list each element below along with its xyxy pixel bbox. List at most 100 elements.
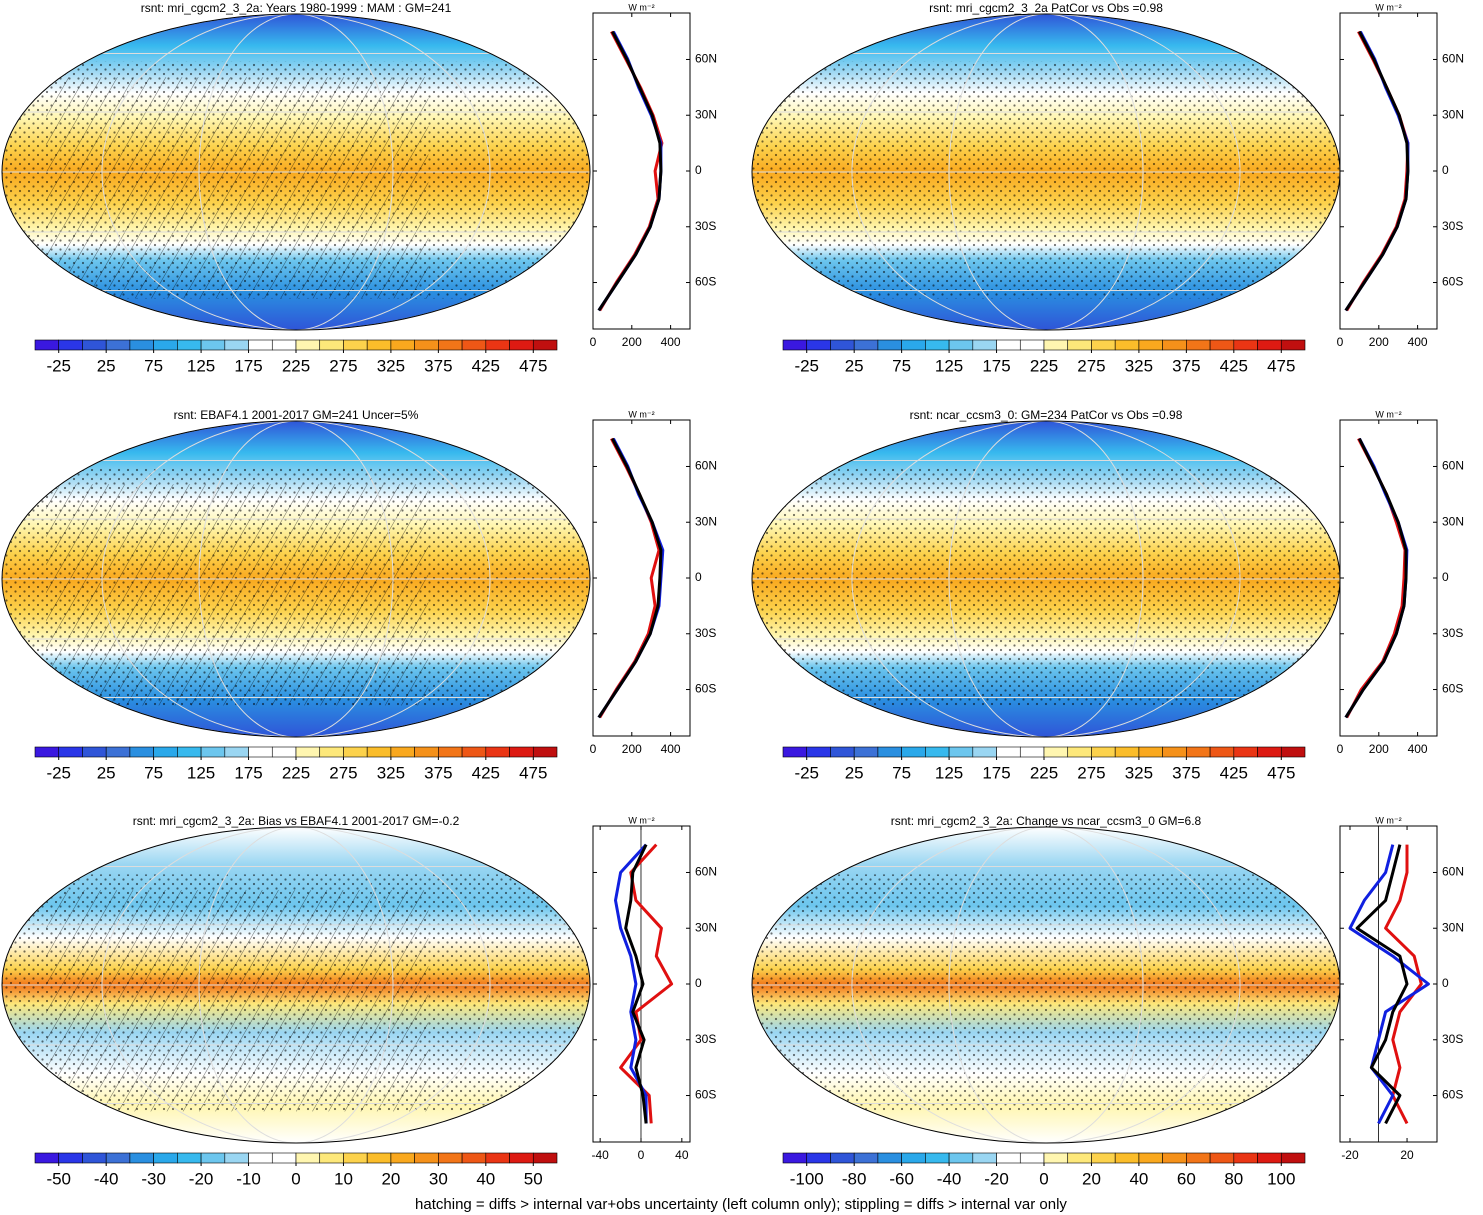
colorbar-box: [1138, 746, 1163, 758]
colorbar-box: [295, 746, 321, 758]
colorbar-label: 20: [381, 1169, 400, 1188]
colorbar-box: [271, 1152, 297, 1164]
colorbar-box: [438, 1152, 463, 1164]
colorbar-label: 50: [524, 1169, 543, 1188]
colorbar-box: [485, 746, 510, 758]
y-tick-label: 0: [695, 570, 702, 584]
colorbar-label: 40: [476, 1169, 495, 1188]
colorbar-label: 275: [1077, 356, 1105, 375]
profile-units: W m⁻²: [628, 409, 654, 419]
y-tick-label: 60S: [1442, 275, 1463, 289]
colorbar-box: [366, 339, 392, 351]
colorbar-box: [366, 1152, 392, 1164]
y-tick-label: 30N: [695, 920, 717, 934]
colorbar-box: [1114, 339, 1140, 351]
y-tick-label: 0: [1442, 976, 1449, 990]
map-overlay: [2, 14, 590, 330]
y-tick-label: 30N: [1442, 920, 1464, 934]
colorbar-box: [853, 1152, 879, 1164]
colorbar-box: [319, 746, 344, 758]
colorbar-box: [509, 339, 534, 351]
colorbar-box: [390, 746, 415, 758]
colorbar-box: [485, 1152, 510, 1164]
y-tick-label: 30N: [1442, 107, 1464, 121]
y-tick-label: 60N: [695, 52, 717, 66]
colorbar-label: 225: [282, 763, 310, 782]
colorbar-box: [1067, 339, 1092, 351]
colorbar-box: [177, 339, 202, 351]
colorbar-box: [853, 746, 879, 758]
panel-title: rsnt: mri_cgcm2_3_2a PatCor vs Obs =0.98: [929, 1, 1163, 15]
colorbar-box: [1162, 339, 1187, 351]
colorbar-box: [58, 1152, 83, 1164]
colorbar-box: [830, 1152, 855, 1164]
colorbar-box: [509, 746, 534, 758]
colorbar-box: [129, 1152, 154, 1164]
colorbar-label: 475: [519, 356, 547, 375]
colorbar-label: -50: [46, 1169, 71, 1188]
colorbar-box: [58, 339, 83, 351]
x-tick-label: 400: [1408, 335, 1428, 349]
profile-line: [598, 30, 664, 312]
colorbar-label: 225: [282, 356, 310, 375]
colorbar-box: [1067, 746, 1092, 758]
profile-line: [1348, 844, 1430, 1125]
colorbar-label: 275: [329, 763, 357, 782]
colorbar-box: [925, 339, 950, 351]
colorbar-label: 375: [424, 356, 452, 375]
colorbar-label: -60: [889, 1169, 914, 1188]
profile-units: W m⁻²: [628, 2, 654, 12]
colorbar-box: [948, 339, 974, 351]
colorbar-box: [996, 1152, 1021, 1164]
colorbar-box: [1257, 746, 1282, 758]
colorbar-label: 25: [97, 356, 116, 375]
colorbar-box: [153, 746, 178, 758]
colorbar-label: 425: [472, 763, 500, 782]
profile-line: [1355, 844, 1409, 1125]
colorbar-box: [877, 1152, 902, 1164]
profile-line: [597, 437, 665, 719]
colorbar-label: -20: [189, 1169, 214, 1188]
colorbar-box: [105, 339, 131, 351]
x-tick-label: 200: [1369, 742, 1389, 756]
panel-title: rsnt: mri_cgcm2_3_2a: Years 1980-1999 : …: [141, 1, 452, 15]
colorbar-label: 225: [1030, 763, 1058, 782]
hatching: [46, 890, 429, 1112]
colorbar-label: 175: [982, 356, 1010, 375]
colorbar-label: -25: [46, 763, 71, 782]
map: [751, 13, 1341, 331]
profile-units: W m⁻²: [1375, 815, 1401, 825]
colorbar-label: -100: [790, 1169, 824, 1188]
profile-line: [1344, 437, 1409, 719]
colorbar-box: [82, 339, 107, 351]
profile-line: [624, 843, 648, 1124]
x-tick-label: 200: [622, 742, 642, 756]
colorbar-label: 125: [187, 356, 215, 375]
colorbar-box: [996, 339, 1021, 351]
colorbar-label: 25: [845, 763, 864, 782]
profile-line: [597, 437, 663, 719]
map-overlay: [2, 827, 590, 1143]
colorbar-label: 175: [982, 763, 1010, 782]
map: [1, 420, 591, 738]
colorbar-label: 60: [1177, 1169, 1196, 1188]
panel-title: rsnt: ncar_ccsm3_0: GM=234 PatCor vs Obs…: [910, 408, 1183, 422]
colorbar-label: -20: [984, 1169, 1009, 1188]
colorbar-label: 325: [1125, 763, 1153, 782]
colorbar-box: [177, 1152, 202, 1164]
x-tick-label: 200: [622, 335, 642, 349]
profile-frame: [592, 12, 691, 330]
profile-line: [1384, 844, 1423, 1125]
colorbar-box: [295, 339, 321, 351]
colorbar-box: [461, 1152, 487, 1164]
hatching: [46, 484, 429, 706]
colorbar-box: [177, 746, 202, 758]
colorbar-box: [271, 339, 297, 351]
colorbar-label: 75: [144, 356, 163, 375]
y-tick-label: 60N: [1442, 52, 1464, 66]
colorbar-label: -40: [94, 1169, 119, 1188]
colorbar-box: [925, 1152, 950, 1164]
colorbar-box: [532, 746, 558, 758]
colorbar-box: [901, 339, 926, 351]
colorbar-box: [509, 1152, 534, 1164]
